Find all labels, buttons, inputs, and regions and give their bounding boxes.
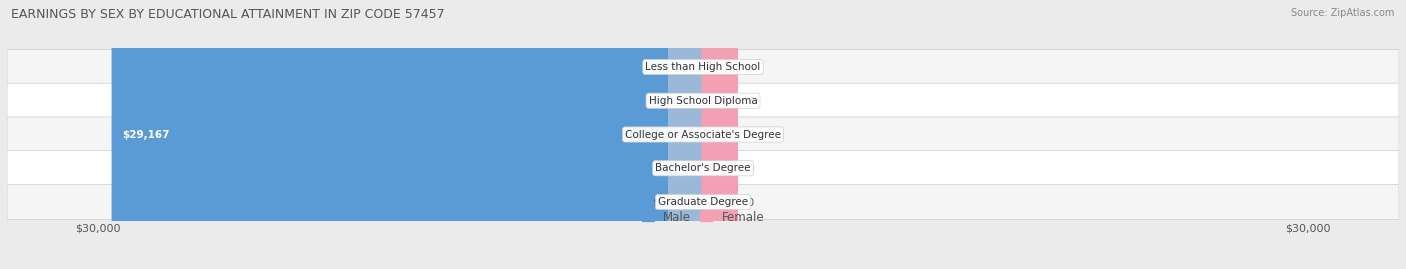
FancyBboxPatch shape [668, 0, 704, 269]
FancyBboxPatch shape [7, 151, 1399, 186]
FancyBboxPatch shape [668, 0, 704, 269]
Text: $0: $0 [741, 62, 754, 72]
Text: Source: ZipAtlas.com: Source: ZipAtlas.com [1291, 8, 1395, 18]
Text: $0: $0 [652, 163, 665, 173]
Text: $0: $0 [741, 197, 754, 207]
Text: $0: $0 [652, 197, 665, 207]
FancyBboxPatch shape [702, 0, 738, 269]
FancyBboxPatch shape [702, 0, 738, 269]
Text: College or Associate's Degree: College or Associate's Degree [626, 129, 780, 140]
FancyBboxPatch shape [111, 0, 706, 269]
FancyBboxPatch shape [702, 0, 738, 269]
Text: High School Diploma: High School Diploma [648, 96, 758, 106]
Text: Bachelor's Degree: Bachelor's Degree [655, 163, 751, 173]
Text: EARNINGS BY SEX BY EDUCATIONAL ATTAINMENT IN ZIP CODE 57457: EARNINGS BY SEX BY EDUCATIONAL ATTAINMEN… [11, 8, 444, 21]
FancyBboxPatch shape [7, 83, 1399, 118]
Legend: Male, Female: Male, Female [637, 206, 769, 228]
FancyBboxPatch shape [7, 49, 1399, 84]
FancyBboxPatch shape [668, 0, 704, 269]
Text: $0: $0 [741, 129, 754, 140]
Text: $29,167: $29,167 [122, 129, 169, 140]
Text: $0: $0 [652, 62, 665, 72]
Text: Less than High School: Less than High School [645, 62, 761, 72]
Text: $0: $0 [741, 96, 754, 106]
Text: $0: $0 [652, 96, 665, 106]
FancyBboxPatch shape [7, 117, 1399, 152]
Text: $0: $0 [741, 163, 754, 173]
FancyBboxPatch shape [702, 0, 738, 269]
FancyBboxPatch shape [7, 185, 1399, 220]
FancyBboxPatch shape [702, 0, 738, 269]
Text: Graduate Degree: Graduate Degree [658, 197, 748, 207]
FancyBboxPatch shape [668, 0, 704, 269]
